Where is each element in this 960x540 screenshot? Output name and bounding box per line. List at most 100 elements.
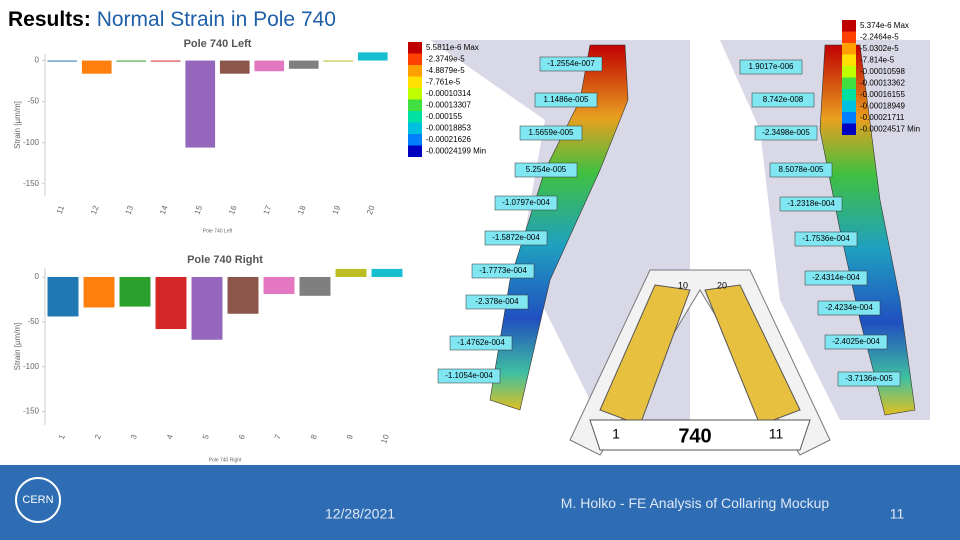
- legend-label: -0.00010598: [860, 67, 905, 76]
- callout-label: 1.5659e-005: [529, 128, 574, 137]
- bar: [288, 60, 319, 69]
- callout-label: 1.9017e-006: [749, 62, 794, 71]
- bar: [299, 276, 331, 296]
- x-tick-label: 14: [158, 204, 170, 216]
- callout-label: -2.4025e-004: [832, 337, 880, 346]
- callout-box: [514, 162, 578, 178]
- x-tick-label: 5: [201, 433, 211, 441]
- logo: CERN: [22, 494, 53, 506]
- callout-box: [494, 195, 558, 211]
- title-bold: Results:: [8, 8, 91, 31]
- y-tick-label: -100: [23, 362, 40, 371]
- legend-label: -0.00024199 Min: [426, 147, 486, 156]
- x-tick-label: 6: [237, 433, 247, 441]
- callout-label: 8.742e-008: [763, 95, 804, 104]
- legend-swatch: [408, 65, 422, 77]
- x-axis-label: Pole 740 Left: [203, 228, 233, 234]
- x-tick-label: 9: [345, 433, 355, 441]
- footer-author: M. Holko - FE Analysis of Collaring Mock…: [560, 495, 830, 511]
- x-tick-label: 18: [296, 204, 308, 216]
- bar: [191, 276, 223, 340]
- coil-label: 10: [678, 280, 688, 290]
- callout-box: [539, 56, 603, 72]
- legend-swatch: [842, 31, 856, 43]
- bar: [185, 60, 216, 148]
- legend-label: -2.3749e-5: [426, 55, 465, 64]
- callout-box: [751, 92, 815, 108]
- page-number: 11: [890, 506, 905, 522]
- legend-swatch: [842, 89, 856, 101]
- logo-ring: [15, 477, 61, 523]
- callout-label: -1.7536e-004: [802, 234, 850, 243]
- coil-label: 1: [612, 426, 620, 442]
- legend-swatch: [842, 112, 856, 124]
- legend-label: -4.8879e-5: [426, 66, 465, 75]
- bar: [155, 276, 187, 330]
- callout-label: 1.1486e-005: [544, 95, 589, 104]
- bar: [254, 60, 285, 72]
- x-tick-label: 19: [331, 204, 343, 216]
- legend-label: -7.761e-5: [426, 78, 461, 87]
- callout-box: [519, 125, 583, 141]
- legend-label: -0.00018949: [860, 102, 905, 111]
- bar: [116, 60, 147, 62]
- x-tick-label: 11: [55, 204, 66, 215]
- legend-label: -0.000155: [426, 112, 463, 121]
- y-tick-label: -150: [23, 179, 40, 188]
- x-tick-label: 13: [124, 204, 136, 216]
- legend-swatch: [408, 122, 422, 134]
- y-axis-label: Strain [µm/m]: [13, 101, 22, 149]
- callout-label: -2.378e-004: [475, 297, 519, 306]
- chart-title: Pole 740 Left: [184, 38, 252, 50]
- callout-label: -1.2318e-004: [787, 199, 835, 208]
- legend-swatch: [842, 54, 856, 66]
- legend-swatch: [408, 99, 422, 111]
- x-tick-label: 1: [57, 433, 67, 441]
- coil-label: 11: [769, 426, 784, 442]
- callout-label: -1.7773e-004: [479, 266, 527, 275]
- coil-label: 20: [717, 280, 727, 290]
- legend-label: -5.0302e-5: [860, 44, 899, 53]
- legend-swatch: [408, 145, 422, 157]
- x-tick-label: 10: [379, 433, 391, 445]
- footer-author-box: M. Holko - FE Analysis of Collaring Mock…: [560, 495, 830, 511]
- footer-bar: [0, 465, 960, 540]
- bar: [47, 60, 78, 62]
- legend-label: -0.00021711: [860, 113, 905, 122]
- legend-label: -0.00013362: [860, 79, 905, 88]
- bar: [47, 276, 79, 317]
- title-rest: Normal Strain in Pole 740: [91, 8, 336, 31]
- callout-label: -2.4314e-004: [812, 273, 860, 282]
- legend-label: -0.00016155: [860, 90, 905, 99]
- legend-label: -0.00013307: [426, 101, 471, 110]
- legend-label: -0.00024517 Min: [860, 125, 920, 134]
- callout-box: [484, 230, 548, 246]
- x-tick-label: 8: [309, 433, 319, 441]
- callout-label: 5.254e-005: [526, 165, 567, 174]
- bar: [357, 52, 388, 61]
- callout-box: [437, 368, 501, 384]
- legend-label: -0.00021626: [426, 135, 471, 144]
- legend-label: 5.374e-6 Max: [860, 21, 909, 30]
- callout-box: [779, 196, 843, 212]
- callout-box: [837, 371, 901, 387]
- callout-label: -1.2554e-007: [547, 59, 595, 68]
- x-tick-label: 16: [227, 204, 239, 216]
- legend-swatch: [408, 134, 422, 146]
- callout-box: [754, 125, 818, 141]
- callout-label: -3.7136e-005: [845, 374, 893, 383]
- y-tick-label: -50: [27, 317, 39, 326]
- callout-label: 8.5078e-005: [779, 165, 824, 174]
- legend-label: -7.814e-5: [860, 56, 895, 65]
- callout-label: -1.1054e-004: [445, 371, 493, 380]
- callout-box: [824, 334, 888, 350]
- x-tick-label: 3: [129, 433, 139, 441]
- callout-label: -1.5872e-004: [492, 233, 540, 242]
- legend-label: -0.00010314: [426, 89, 471, 98]
- legend-swatch: [408, 76, 422, 88]
- bar: [83, 276, 115, 308]
- legend-swatch: [842, 43, 856, 55]
- legend-swatch: [842, 66, 856, 78]
